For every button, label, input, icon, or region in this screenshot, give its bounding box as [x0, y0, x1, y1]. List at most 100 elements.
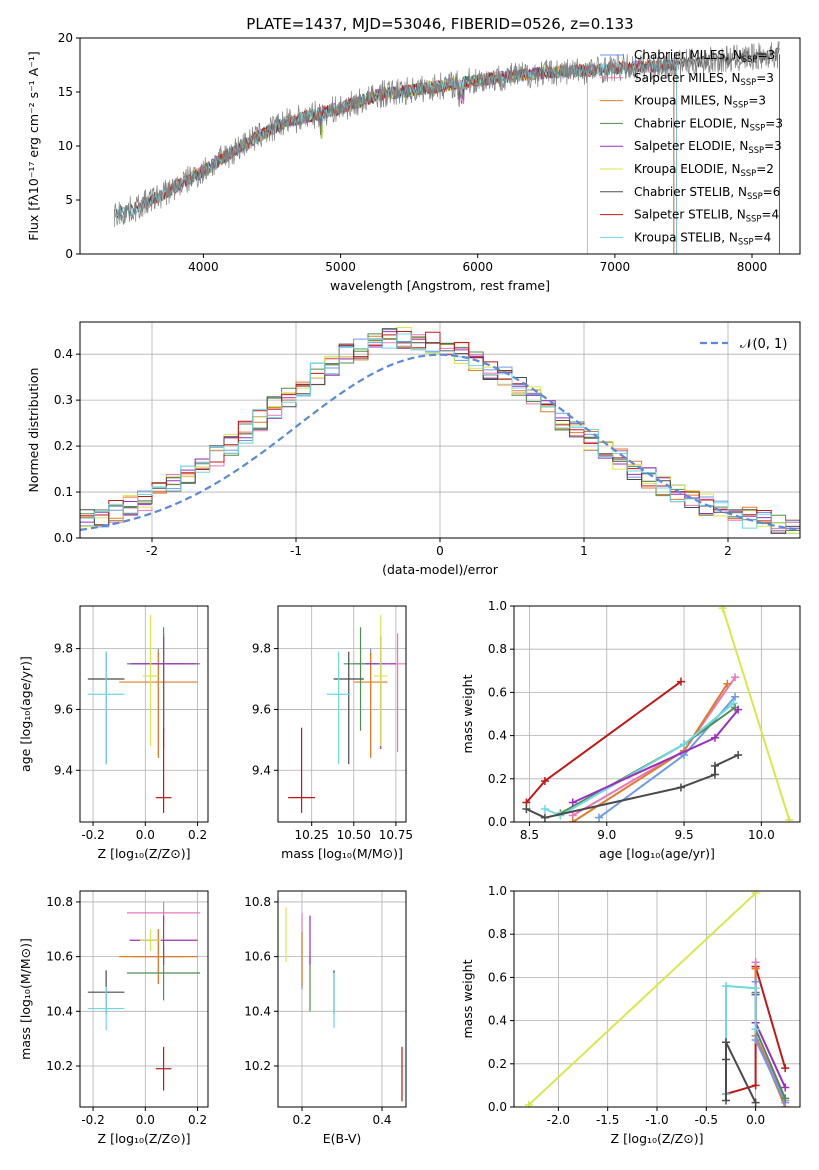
- x-tick-label: 6000: [462, 260, 493, 274]
- x-tick-label: 8.5: [520, 828, 539, 842]
- x-tick-label: 0.2: [292, 1113, 311, 1127]
- y-tick-label: 10.2: [46, 1059, 73, 1073]
- legend-label: Chabrier STELIB, NSSP=6: [634, 185, 780, 201]
- weight-line: [528, 892, 757, 1106]
- y-tick-label: 0.3: [54, 393, 73, 407]
- plus-marker: [751, 891, 760, 898]
- plus-marker: [680, 740, 689, 749]
- x-tick-label: 2: [724, 544, 732, 558]
- weight-line: [598, 696, 736, 819]
- residual-axes: -2 -1 0 1 2 0.0 0.1 0.2 0.3 0.4 (data-model)/error…: [26, 321, 801, 577]
- weight-line: [754, 981, 787, 1104]
- legend-label: Salpeter MILES, NSSP=3: [634, 71, 774, 87]
- y-tick-label: 10.8: [46, 895, 73, 909]
- spectrum-axes: 4000 5000 6000 7000 8000 0 5 10 15 20 wavelength […: [26, 31, 801, 293]
- gaussian-curve: [80, 353, 800, 531]
- legend-label: Kroupa STELIB, NSSP=4: [634, 230, 771, 246]
- x-tick-label: 7000: [600, 260, 631, 274]
- model-line: [113, 58, 677, 221]
- x-tick-label: -0.2: [81, 828, 104, 842]
- x-tick-label: 9.5: [675, 828, 694, 842]
- plus-marker: [751, 1025, 760, 1034]
- plus-marker: [524, 1100, 533, 1107]
- plus-marker: [568, 818, 577, 822]
- x-tick-label: -1.0: [645, 1113, 668, 1127]
- y-tick-label: 0.0: [488, 815, 507, 829]
- y-tick-label: 10.4: [46, 1004, 73, 1018]
- plot-area: [80, 327, 800, 534]
- plus-marker: [722, 1055, 731, 1064]
- x-tick-label: 0.0: [136, 828, 155, 842]
- x-axis-label: E(B-V): [323, 1131, 362, 1146]
- legend: Chabrier MILES, NSSP=3 Salpeter MILES, NS…: [600, 48, 783, 246]
- legend-label: 𝒩(0, 1): [740, 337, 787, 352]
- x-axis-label: Z [log₁₀(Z/Z⊙)]: [98, 846, 191, 861]
- observed-spectrum: [113, 41, 780, 228]
- z-weight-axes: -2.0 -1.5 -1.0 -0.5 0.0 0.0 0.2 0.4 0.6 0.8 1.0 Z […: [460, 884, 801, 1146]
- x-tick-label: 0.0: [136, 1113, 155, 1127]
- spectrum-title: PLATE=1437, MJD=53046, FIBERID=0526, z=0…: [246, 15, 633, 33]
- y-tick-label: 9.6: [252, 702, 271, 716]
- x-axis-label: mass [log₁₀(M/M⊙)]: [281, 846, 403, 861]
- z-age-axes: -0.2 0.0 0.2 9.4 9.6 9.8 Z [log₁₀(Z/Z⊙)] age [l…: [18, 605, 209, 861]
- y-tick-label: 10: [58, 139, 73, 153]
- weight-line: [721, 607, 791, 821]
- plus-marker: [568, 798, 577, 807]
- plot-area: [113, 41, 780, 254]
- y-tick-label: 0.6: [488, 970, 507, 984]
- x-axis-label: (data-model)/error: [382, 562, 499, 577]
- y-axis-label: Flux [fλ10⁻¹⁷ erg cm⁻² s⁻¹ A⁻¹]: [26, 51, 41, 240]
- plus-marker: [540, 776, 549, 785]
- y-tick-label: 10.2: [244, 1059, 271, 1073]
- y-tick-label: 0.2: [488, 1057, 507, 1071]
- ebv-mass-axes: 0.2 0.4 10.2 10.4 10.6 10.8 E(B-V): [244, 890, 407, 1146]
- x-tick-label: -1.5: [596, 1113, 619, 1127]
- x-tick-label: 9.0: [597, 828, 616, 842]
- y-tick-label: 10.4: [244, 1004, 271, 1018]
- y-tick-label: 0: [65, 247, 73, 261]
- y-axis-label: mass weight: [460, 674, 475, 753]
- y-tick-label: 0.0: [54, 531, 73, 545]
- y-tick-label: 0.6: [488, 685, 507, 699]
- plus-marker: [540, 813, 549, 822]
- plus-marker: [785, 815, 794, 822]
- legend-label: Salpeter STELIB, NSSP=4: [634, 208, 779, 224]
- plus-marker: [729, 699, 738, 708]
- plus-marker: [722, 1038, 731, 1047]
- y-tick-label: 1.0: [488, 599, 507, 613]
- y-tick-label: 0.1: [54, 485, 73, 499]
- plus-marker: [734, 705, 743, 714]
- plus-marker: [722, 982, 731, 991]
- plot-area: [524, 891, 790, 1107]
- plus-marker: [751, 1098, 760, 1107]
- y-tick-label: 0.4: [54, 347, 73, 361]
- x-tick-label: 0.2: [188, 1113, 207, 1127]
- legend-label: Kroupa MILES, NSSP=3: [634, 94, 766, 110]
- plot-area: [87, 615, 201, 813]
- x-tick-label: 5000: [325, 260, 356, 274]
- plus-marker: [781, 1064, 790, 1073]
- x-tick-label: -2: [146, 544, 158, 558]
- plus-marker: [710, 761, 719, 770]
- plot-area: [288, 615, 406, 813]
- plus-marker: [710, 770, 719, 779]
- legend-label: Salpeter ELODIE, NSSP=3: [634, 139, 782, 155]
- y-tick-label: 0.8: [488, 927, 507, 941]
- y-axis-label: mass [log₁₀(M/M⊙)]: [18, 938, 33, 1060]
- x-tick-label: 0.4: [372, 1113, 391, 1127]
- plus-marker: [718, 606, 727, 613]
- weight-line: [525, 680, 682, 804]
- mass-age-axes: 10.25 10.50 10.75 9.4 9.6 9.8 mass [log₁₀(M/M⊙…: [252, 605, 413, 861]
- axes-frame: [79, 890, 209, 1108]
- y-tick-label: 9.8: [54, 642, 73, 656]
- plus-marker: [595, 813, 604, 822]
- plus-marker: [751, 964, 760, 973]
- x-tick-label: 10.75: [379, 828, 413, 842]
- plus-marker: [723, 679, 732, 688]
- y-axis-label: mass weight: [460, 959, 475, 1038]
- axes-frame: [79, 605, 209, 823]
- y-tick-label: 0.4: [488, 1014, 507, 1028]
- weight-line: [725, 984, 757, 1094]
- plus-marker: [722, 1096, 731, 1105]
- y-tick-label: 20: [58, 31, 73, 45]
